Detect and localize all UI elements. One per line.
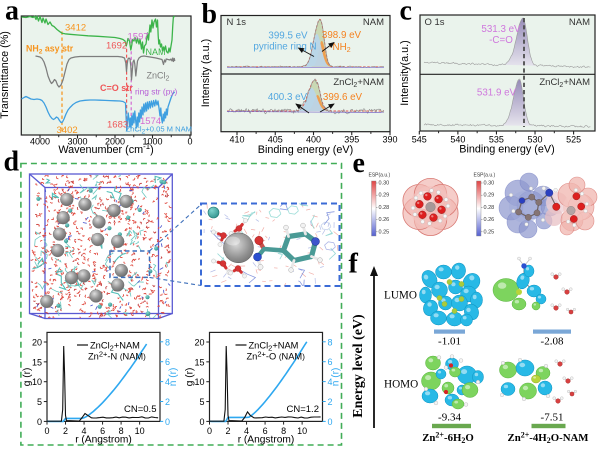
svg-text:0: 0 xyxy=(37,417,42,427)
svg-text:6: 6 xyxy=(328,357,333,367)
svg-text:Wavenumber (cm-1): Wavenumber (cm-1) xyxy=(58,142,153,156)
svg-text:8: 8 xyxy=(165,337,170,347)
svg-text:Zn2+-O (NAM): Zn2+-O (NAM) xyxy=(247,350,306,362)
svg-text:Binding energy (eV): Binding energy (eV) xyxy=(258,144,353,156)
svg-text:2: 2 xyxy=(63,426,68,436)
svg-text:-1.01: -1.01 xyxy=(438,336,461,348)
svg-text:1692: 1692 xyxy=(106,41,127,52)
svg-text:10: 10 xyxy=(32,377,42,387)
svg-text:0: 0 xyxy=(187,137,192,147)
svg-text:NAM: NAM xyxy=(146,47,166,57)
svg-text:n (r): n (r) xyxy=(331,368,342,387)
svg-text:ZnCl2+NAM: ZnCl2+NAM xyxy=(539,77,590,89)
svg-text:0.28: 0.28 xyxy=(379,205,390,211)
svg-text:20: 20 xyxy=(32,338,42,348)
svg-text:399.6 eV: 399.6 eV xyxy=(323,92,363,103)
svg-text:0.30: 0.30 xyxy=(484,181,495,187)
svg-text:0: 0 xyxy=(44,426,49,436)
svg-text:8: 8 xyxy=(328,337,333,347)
svg-text:e: e xyxy=(353,148,365,179)
svg-text:4000: 4000 xyxy=(30,137,50,147)
svg-text:0: 0 xyxy=(199,417,204,427)
svg-text:10: 10 xyxy=(297,426,307,436)
svg-text:390: 390 xyxy=(382,135,397,145)
svg-text:0: 0 xyxy=(328,417,333,427)
svg-text:5: 5 xyxy=(37,397,42,407)
svg-text:ESP(a.u.): ESP(a.u.) xyxy=(369,173,391,179)
svg-text:ZnCl2+NAM: ZnCl2+NAM xyxy=(333,77,384,89)
svg-text:2: 2 xyxy=(226,426,231,436)
svg-text:g (r): g (r) xyxy=(22,368,33,387)
svg-text:2: 2 xyxy=(328,397,333,407)
svg-text:LUMO: LUMO xyxy=(384,290,417,302)
svg-text:0.25: 0.25 xyxy=(484,229,495,235)
svg-text:-9.34: -9.34 xyxy=(438,412,461,424)
svg-text:pyridine ring N: pyridine ring N xyxy=(253,42,316,53)
svg-text:Energy level (eV): Energy level (eV) xyxy=(351,314,366,418)
svg-text:0.29: 0.29 xyxy=(484,193,495,199)
svg-text:a: a xyxy=(5,0,19,27)
svg-text:HOMO: HOMO xyxy=(384,379,418,391)
svg-text:NAM: NAM xyxy=(569,17,590,28)
svg-text:C=O str: C=O str xyxy=(100,83,133,93)
svg-text:CN=0.5: CN=0.5 xyxy=(124,404,156,415)
svg-text:400.3 eV: 400.3 eV xyxy=(268,92,308,103)
svg-text:0.30: 0.30 xyxy=(379,181,390,187)
svg-text:Intensity (a.u.): Intensity (a.u.) xyxy=(200,39,212,107)
svg-text:2: 2 xyxy=(165,397,170,407)
svg-text:CN=1.2: CN=1.2 xyxy=(287,404,319,415)
svg-text:-C=O: -C=O xyxy=(489,35,513,46)
svg-text:525: 525 xyxy=(566,135,581,145)
svg-text:n (r): n (r) xyxy=(168,368,179,387)
svg-text:ESP(a.u.): ESP(a.u.) xyxy=(474,173,496,179)
svg-text:Zn2+-4H2O-NAM: Zn2+-4H2O-NAM xyxy=(508,431,589,446)
svg-text:531.9 eV: 531.9 eV xyxy=(477,88,517,99)
svg-text:20: 20 xyxy=(194,338,204,348)
svg-text:6: 6 xyxy=(165,357,170,367)
svg-text:ring str (py): ring str (py) xyxy=(135,87,178,97)
svg-text:r (Angstrom): r (Angstrom) xyxy=(75,434,132,445)
svg-text:0.29: 0.29 xyxy=(379,193,390,199)
svg-text:15: 15 xyxy=(194,357,204,367)
svg-text:0.25: 0.25 xyxy=(379,229,390,235)
svg-text:c: c xyxy=(400,0,412,27)
svg-text:0: 0 xyxy=(165,417,170,427)
svg-text:3412: 3412 xyxy=(65,23,86,34)
svg-text:410: 410 xyxy=(229,135,244,145)
svg-text:O 1s: O 1s xyxy=(425,17,445,28)
svg-text:3402: 3402 xyxy=(57,125,78,136)
svg-text:0.26: 0.26 xyxy=(379,217,390,223)
svg-text:15: 15 xyxy=(32,357,42,367)
svg-text:N 1s: N 1s xyxy=(227,17,247,28)
svg-text:5: 5 xyxy=(199,397,204,407)
svg-text:0: 0 xyxy=(207,426,212,436)
svg-text:NAM: NAM xyxy=(363,17,384,28)
svg-text:Intensity(a.u.): Intensity(a.u.) xyxy=(399,40,411,105)
svg-text:Transmittance (%): Transmittance (%) xyxy=(0,31,11,119)
svg-text:1597: 1597 xyxy=(128,31,149,42)
svg-text:-7.51: -7.51 xyxy=(541,412,564,424)
svg-text:-2.08: -2.08 xyxy=(541,336,564,348)
svg-text:399.5 eV: 399.5 eV xyxy=(268,31,308,42)
svg-text:b: b xyxy=(202,0,218,30)
svg-text:Binding energy (eV): Binding energy (eV) xyxy=(459,144,554,156)
svg-text:0.28: 0.28 xyxy=(484,205,495,211)
svg-text:0.26: 0.26 xyxy=(484,217,495,223)
svg-text:531.3 eV: 531.3 eV xyxy=(481,24,521,35)
svg-text:d: d xyxy=(4,146,20,177)
svg-text:398.9 eV: 398.9 eV xyxy=(322,30,362,41)
svg-text:f: f xyxy=(349,249,359,280)
svg-text:10: 10 xyxy=(194,377,204,387)
svg-text:10: 10 xyxy=(135,426,145,436)
svg-text:Zn2+-6H2O: Zn2+-6H2O xyxy=(422,431,474,446)
svg-text:545: 545 xyxy=(412,135,427,145)
svg-text:Zn2+-N (NAM): Zn2+-N (NAM) xyxy=(88,350,146,362)
svg-text:r (Angstrom): r (Angstrom) xyxy=(238,434,295,445)
svg-text:g (r): g (r) xyxy=(185,368,196,387)
